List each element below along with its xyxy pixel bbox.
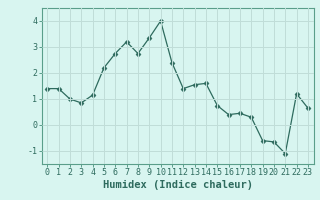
X-axis label: Humidex (Indice chaleur): Humidex (Indice chaleur) [103, 180, 252, 190]
